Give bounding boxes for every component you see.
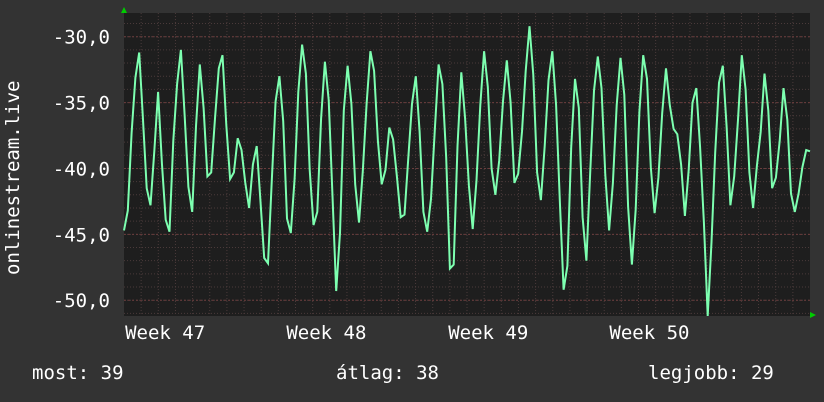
x-tick-label: Week 47 [125, 322, 205, 344]
y-axis-label: onlinestream.live [2, 81, 24, 275]
y-tick-label: -50,0 [53, 290, 110, 312]
average-value: átlag: 38 [336, 362, 439, 384]
y-tick-label: -40,0 [53, 158, 110, 180]
x-tick-label: Week 49 [448, 322, 528, 344]
x-tick-label: Week 48 [286, 322, 366, 344]
x-axis-ticks: Week 47 Week 48 Week 49 Week 50 [125, 322, 689, 344]
current-value: most: 39 [32, 362, 124, 384]
y-tick-label: -35,0 [53, 93, 110, 115]
y-axis-ticks: -30,0 -35,0 -40,0 -45,0 -50,0 [53, 27, 110, 312]
series-line [123, 26, 811, 317]
y-tick-label: -45,0 [53, 224, 110, 246]
y-axis-arrow [121, 7, 127, 13]
best-value: legjobb: 29 [648, 362, 774, 384]
line-chart: -30,0 -35,0 -40,0 -45,0 -50,0 Week 47 Week 48… [2, 7, 816, 344]
y-tick-label: -30,0 [53, 27, 110, 49]
x-tick-label: Week 50 [609, 322, 689, 344]
x-axis-arrow [810, 312, 816, 318]
